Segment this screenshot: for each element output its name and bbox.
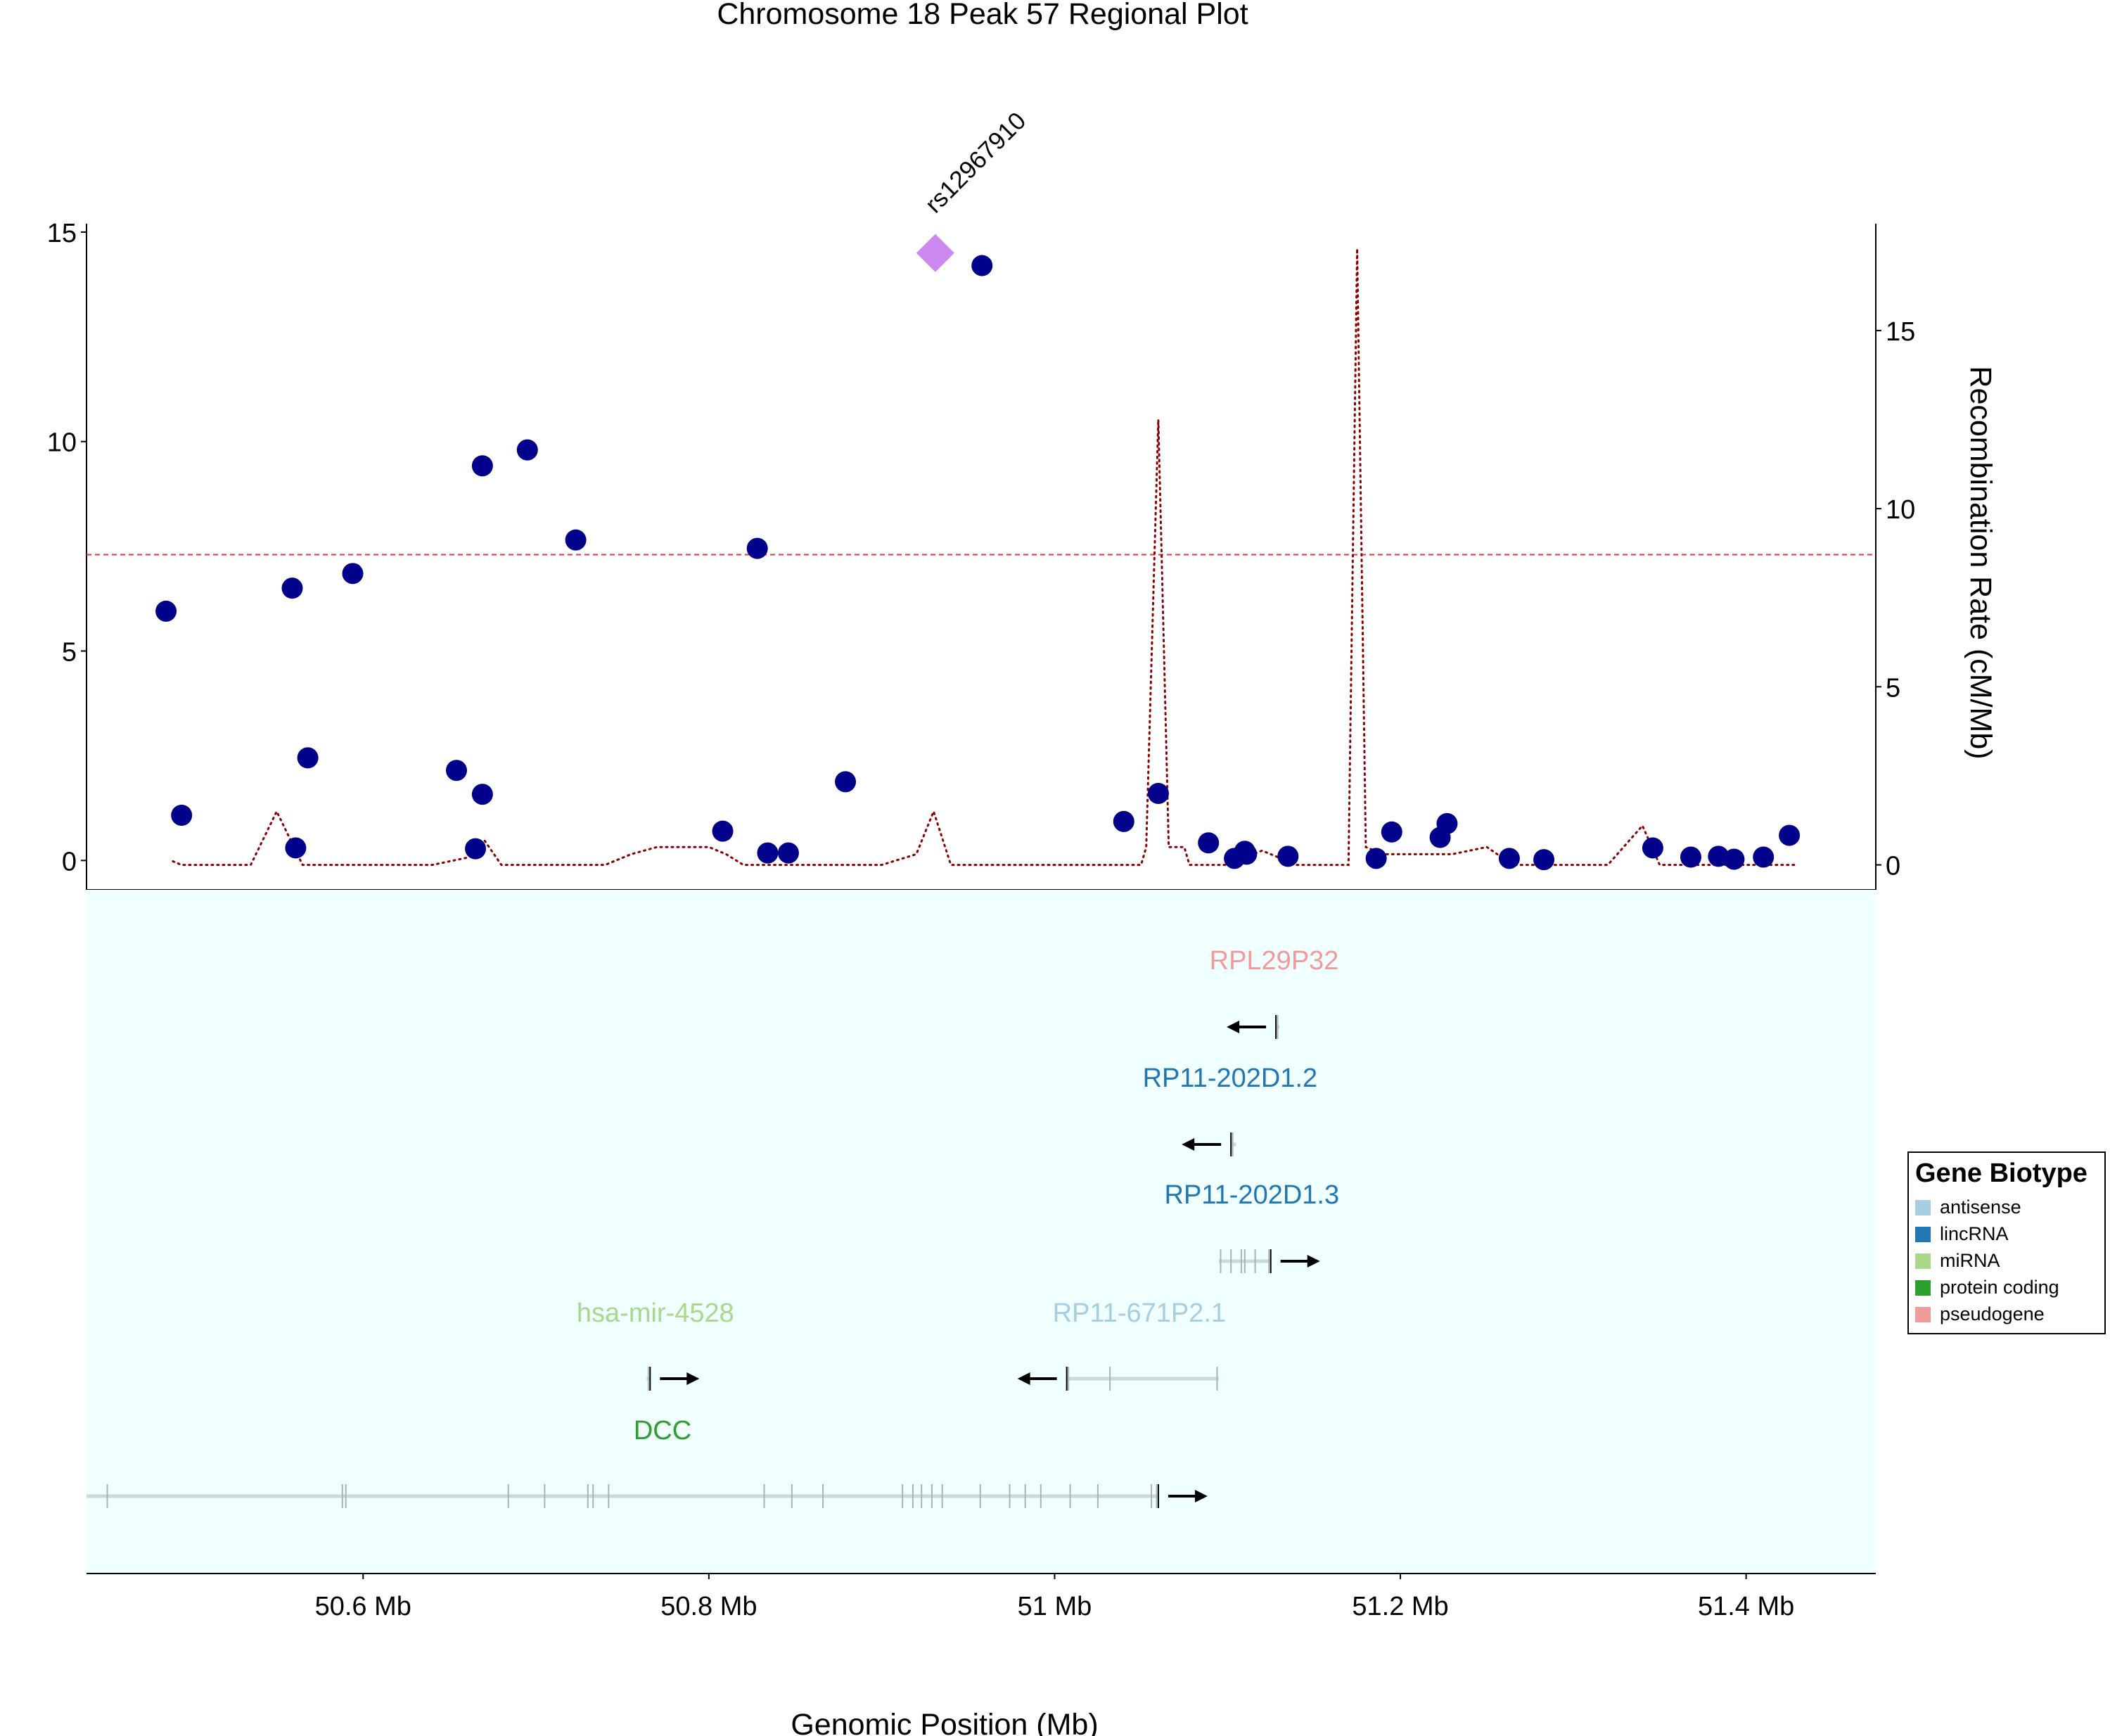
y-tick-label: 0: [62, 847, 77, 876]
strand-arrow-head: [1227, 1021, 1240, 1033]
snp-point: [1113, 810, 1134, 832]
strand-arrow-head: [1307, 1255, 1320, 1268]
gene-models: RPL29P32 RP11-202D1.2 RP11-202D1.3 hsa-mir-…: [87, 946, 1339, 1508]
snp-point: [1779, 824, 1801, 846]
legend-label: protein coding: [1940, 1277, 2059, 1298]
gene-label: RP11-671P2.1: [1053, 1298, 1226, 1328]
snp-point: [446, 760, 468, 781]
legend-label: antisense: [1940, 1196, 2021, 1218]
snp-point: [285, 837, 307, 859]
snp-point: [342, 563, 364, 585]
lead-snp-marker: [916, 234, 954, 272]
x-axis-ticks: 50.6 Mb 50.8 Mb 51 Mb 51.2 Mb 51.4 Mb: [315, 1574, 1794, 1621]
snp-point: [471, 784, 493, 805]
gene-label: RP11-202D1.3: [1165, 1180, 1340, 1210]
y-tick-label: 5: [62, 638, 77, 668]
legend-title: Gene Biotype: [1915, 1159, 2087, 1188]
y2-tick-label: 15: [1886, 317, 1915, 347]
gene-label: hsa-mir-4528: [577, 1298, 734, 1328]
gene-label: RPL29P32: [1210, 946, 1339, 976]
legend-label: pseudogene: [1940, 1303, 2045, 1325]
gene-rp11-202d1.3: RP11-202D1.3: [1165, 1180, 1340, 1273]
snp-point: [971, 255, 993, 276]
x-tick-label: 50.6 Mb: [315, 1592, 411, 1621]
gene-track-panel: RPL29P32 RP11-202D1.2 RP11-202D1.3 hsa-mir-…: [87, 890, 1876, 1621]
snp-point: [465, 838, 487, 860]
legend-box: [1907, 1151, 2106, 1334]
snp-point: [171, 804, 193, 826]
snp-point: [1642, 837, 1663, 859]
legend-label: miRNA: [1940, 1250, 2000, 1271]
lead-snp: rs12967910: [916, 107, 1031, 272]
snp-point: [1277, 845, 1299, 867]
legend: Gene Biotype antisense lincRNA miRNA protei…: [1907, 1151, 2106, 1334]
snp-point: [777, 842, 799, 864]
snp-point: [1723, 848, 1745, 870]
snp-point: [1236, 843, 1258, 865]
right-y-ticks: 0 5 10 15: [1876, 317, 1915, 881]
gene-rpl29p32: RPL29P32: [1210, 946, 1339, 1039]
y-tick-label: 15: [47, 219, 77, 248]
snp-point: [1753, 846, 1775, 868]
association-panel: 0 5 10 15 0 5 10 15 rs12967910 Recombination R…: [47, 107, 1997, 895]
legend-swatch: [1915, 1200, 1931, 1215]
legend-swatch: [1915, 1253, 1931, 1269]
lead-snp-label: rs12967910: [920, 107, 1031, 218]
snp-point: [835, 771, 857, 793]
snp-point: [712, 820, 734, 842]
snp-point: [1436, 812, 1458, 834]
snp-point: [1381, 821, 1402, 843]
snp-point: [757, 842, 779, 864]
y2-tick-label: 10: [1886, 495, 1915, 525]
snp-point: [1147, 783, 1169, 805]
strand-arrow-head: [1182, 1138, 1195, 1151]
snp-point: [471, 455, 493, 477]
right-y-axis-label: Recombination Rate (cM/Mb): [1964, 366, 1997, 759]
legend-swatch: [1915, 1227, 1931, 1242]
snp-point: [155, 600, 177, 622]
snp-points: [155, 255, 1801, 871]
y2-tick-label: 0: [1886, 852, 1900, 881]
gene-label: DCC: [634, 1416, 691, 1445]
snp-point: [516, 439, 538, 461]
x-tick-label: 51.2 Mb: [1352, 1592, 1448, 1621]
left-y-ticks: 0 5 10 15: [47, 219, 87, 876]
strand-arrow-head: [686, 1372, 700, 1385]
strand-arrow-head: [1017, 1372, 1030, 1385]
legend-items: antisense lincRNA miRNA protein coding pseud…: [1915, 1196, 2059, 1325]
snp-point: [1498, 848, 1520, 869]
gene-rp11-202d1.2: RP11-202D1.2: [1143, 1064, 1318, 1156]
snp-point: [281, 577, 303, 599]
gene-track-background: [87, 890, 1876, 1574]
snp-point: [1533, 849, 1555, 871]
gene-dcc: DCC: [87, 1416, 1208, 1508]
legend-swatch: [1915, 1307, 1931, 1322]
x-tick-label: 51 Mb: [1018, 1592, 1092, 1621]
x-axis-label: Genomic Position (Mb): [791, 1708, 1098, 1736]
snp-point: [1365, 848, 1387, 869]
chart-title: Chromosome 18 Peak 57 Regional Plot: [717, 0, 1248, 31]
legend-label: lincRNA: [1940, 1223, 2009, 1244]
gene-rp11-671p2.1: RP11-671P2.1: [1017, 1298, 1226, 1391]
x-tick-label: 51.4 Mb: [1698, 1592, 1794, 1621]
y-tick-label: 10: [47, 428, 77, 458]
legend-swatch: [1915, 1280, 1931, 1296]
snp-point: [746, 537, 768, 559]
x-tick-label: 50.8 Mb: [660, 1592, 757, 1621]
snp-point: [565, 529, 587, 551]
snp-point: [1680, 846, 1701, 868]
strand-arrow-head: [1194, 1490, 1208, 1502]
snp-point: [297, 747, 319, 769]
recombination-rate-line: [172, 248, 1799, 867]
y2-tick-label: 5: [1886, 673, 1900, 703]
gene-label: RP11-202D1.2: [1143, 1064, 1318, 1093]
snp-point: [1198, 832, 1220, 854]
gene-hsa-mir-4528: hsa-mir-4528: [577, 1298, 734, 1391]
